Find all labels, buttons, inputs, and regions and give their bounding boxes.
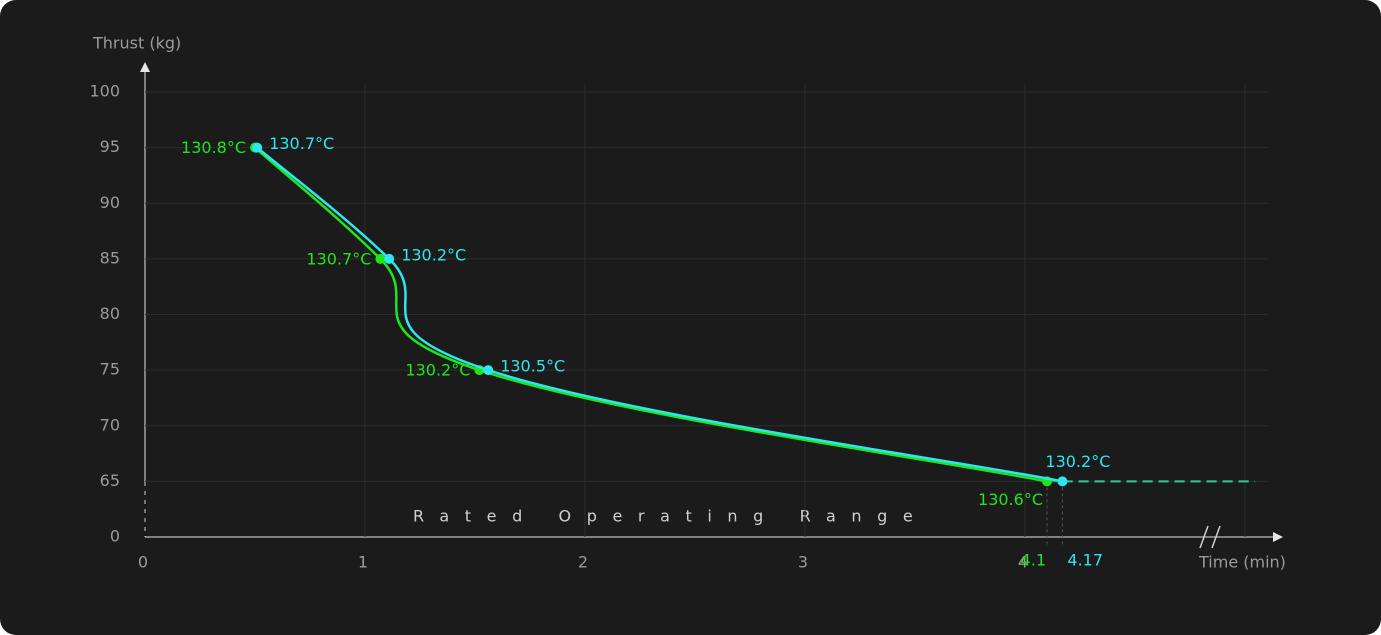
y-tick-label: 80	[100, 304, 120, 323]
y-axis-arrow	[140, 62, 150, 72]
line	[254, 146, 1048, 483]
x-tick-label: 2	[578, 553, 588, 572]
point-label: 130.2°C	[1045, 452, 1110, 471]
point-label: 130.7°C	[306, 249, 371, 268]
point-label: 130.2°C	[405, 361, 470, 380]
point	[252, 142, 263, 153]
x-value-label: 4.17	[1067, 551, 1103, 570]
range-annotation: Rated Operating Range	[413, 507, 928, 526]
point	[483, 365, 494, 376]
x-axis-arrow	[1273, 532, 1283, 542]
y-tick-label: 70	[100, 415, 120, 434]
y-tick-label: 75	[100, 360, 120, 379]
y-tick-label: 65	[100, 471, 120, 490]
y-tick-label: 85	[100, 248, 120, 267]
point-label: 130.8°C	[181, 138, 246, 157]
x-axis-break	[1199, 525, 1221, 549]
y-tick-label: 95	[100, 137, 120, 156]
y-tick-label: 90	[100, 193, 120, 212]
x-axis-title: Time (min)	[1198, 553, 1286, 572]
point-label: 130.5°C	[500, 357, 565, 376]
point-label: 130.7°C	[269, 134, 334, 153]
point-label: 130.6°C	[978, 490, 1043, 509]
x-tick-label: 0	[138, 553, 148, 572]
line	[256, 146, 1063, 483]
x-value-label: 4.1	[1021, 551, 1046, 570]
point	[1057, 476, 1068, 487]
y-tick-label: 100	[89, 82, 120, 101]
x-tick-label: 4	[1018, 553, 1028, 572]
point	[384, 253, 395, 264]
x-tick-label: 3	[798, 553, 808, 572]
y-axis-title: Thrust (kg)	[92, 34, 181, 53]
x-tick-label: 1	[358, 553, 368, 572]
point-label: 130.2°C	[401, 245, 466, 264]
y-tick-label: 0	[110, 527, 120, 546]
point	[375, 253, 386, 264]
